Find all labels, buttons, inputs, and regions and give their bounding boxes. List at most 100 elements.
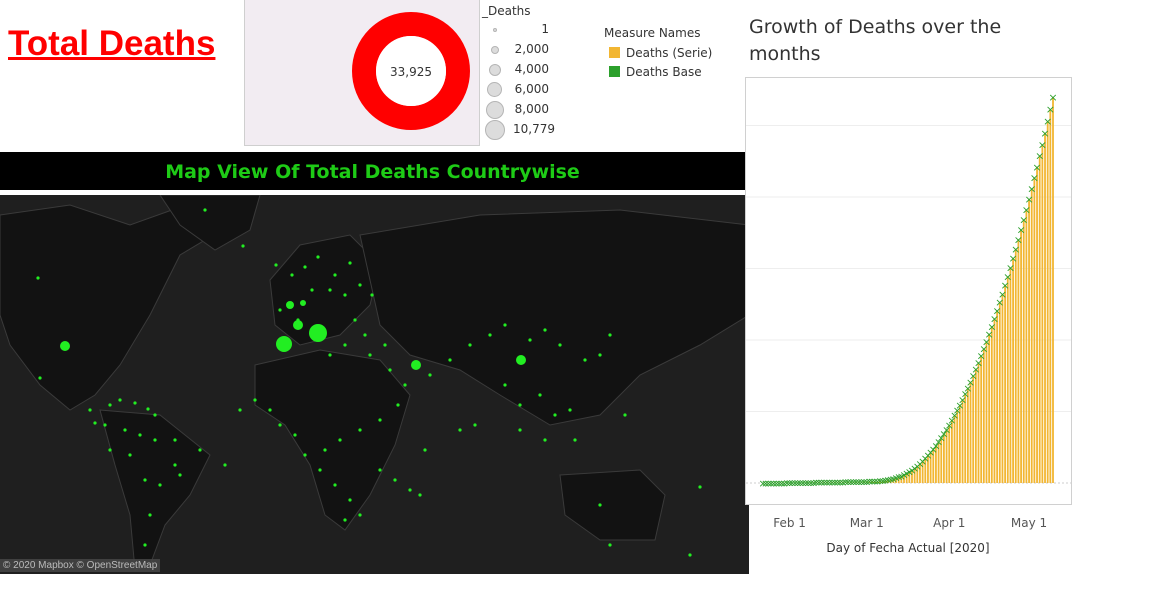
chart-point-marker[interactable]: × (985, 328, 994, 341)
chart-point-marker[interactable]: × (945, 419, 954, 432)
country-marker[interactable] (323, 448, 327, 452)
chart-bar[interactable] (998, 302, 1001, 483)
country-marker[interactable] (370, 293, 374, 297)
chart-point-marker[interactable]: × (817, 476, 826, 489)
chart-bar[interactable] (974, 369, 977, 483)
chart-point-marker[interactable]: × (878, 474, 887, 487)
country-marker[interactable] (328, 288, 332, 292)
chart-bar[interactable] (868, 481, 871, 483)
chart-point-marker[interactable]: × (1019, 214, 1028, 227)
world-map[interactable]: © 2020 Mapbox © OpenStreetMap (0, 195, 749, 574)
chart-bar[interactable] (921, 460, 924, 483)
country-marker[interactable] (343, 518, 347, 522)
chart-point-marker[interactable]: × (931, 439, 940, 452)
chart-point-marker[interactable]: × (921, 452, 930, 465)
chart-bar[interactable] (855, 481, 858, 483)
chart-point-marker[interactable]: × (828, 476, 837, 489)
chart-bar[interactable] (958, 404, 961, 483)
chart-bar[interactable] (953, 415, 956, 483)
chart-bar[interactable] (833, 481, 836, 483)
chart-bar[interactable] (1006, 276, 1009, 483)
chart-point-marker[interactable]: × (1006, 261, 1015, 274)
country-marker[interactable] (598, 353, 602, 357)
chart-point-marker[interactable]: × (1035, 150, 1044, 163)
chart-point-marker[interactable]: × (894, 471, 903, 484)
chart-point-marker[interactable]: × (987, 320, 996, 333)
chart-point-marker[interactable]: × (905, 466, 914, 479)
country-marker[interactable] (403, 383, 407, 387)
chart-bar[interactable] (943, 433, 945, 483)
chart-point-marker[interactable]: × (958, 393, 967, 406)
country-marker[interactable] (503, 323, 507, 327)
chart-bar[interactable] (956, 410, 959, 483)
chart-point-marker[interactable]: × (1003, 270, 1012, 283)
chart-bar[interactable] (863, 481, 866, 483)
chart-point-marker[interactable]: × (1048, 91, 1057, 104)
country-marker[interactable] (128, 453, 132, 457)
country-marker[interactable] (333, 483, 337, 487)
chart-point-marker[interactable]: × (875, 475, 884, 488)
chart-bar[interactable] (945, 429, 948, 483)
chart-bar[interactable] (881, 480, 884, 483)
chart-bar[interactable] (820, 482, 823, 483)
chart-bar[interactable] (841, 481, 844, 483)
chart-point-marker[interactable]: × (870, 475, 879, 488)
chart-bar[interactable] (1001, 293, 1004, 483)
country-marker[interactable] (528, 338, 532, 342)
country-marker[interactable] (388, 368, 392, 372)
country-marker[interactable] (418, 493, 422, 497)
country-marker[interactable] (153, 438, 157, 442)
country-marker[interactable] (623, 413, 627, 417)
chart-bar[interactable] (879, 480, 881, 483)
chart-bar[interactable] (839, 481, 842, 483)
chart-bar[interactable] (1033, 177, 1036, 484)
country-marker[interactable] (203, 208, 207, 212)
chart-bar[interactable] (932, 448, 935, 483)
chart-bar[interactable] (1014, 248, 1017, 483)
chart-bar[interactable] (1041, 144, 1044, 483)
country-marker[interactable] (408, 488, 412, 492)
country-marker[interactable] (133, 401, 137, 405)
country-marker[interactable] (518, 403, 522, 407)
chart-point-marker[interactable]: × (918, 455, 927, 468)
chart-point-marker[interactable]: × (859, 475, 868, 488)
country-marker[interactable] (276, 336, 292, 352)
country-marker[interactable] (178, 473, 182, 477)
chart-point-marker[interactable]: × (857, 475, 866, 488)
chart-bar[interactable] (828, 481, 831, 483)
chart-bar[interactable] (809, 482, 812, 483)
chart-point-marker[interactable]: × (1014, 233, 1023, 246)
country-marker[interactable] (153, 413, 157, 417)
country-marker[interactable] (316, 255, 320, 259)
chart-point-marker[interactable]: × (1022, 203, 1031, 216)
country-marker[interactable] (290, 273, 294, 277)
chart-point-marker[interactable]: × (1016, 224, 1025, 237)
country-marker[interactable] (358, 513, 362, 517)
chart-bar[interactable] (969, 381, 972, 483)
country-marker[interactable] (60, 341, 70, 351)
growth-chart[interactable]: × × × × × × × × × × × × × × × × × × × × × × × × × × × × × × × × × × × × × × × ×… (745, 77, 1072, 562)
chart-bar[interactable] (860, 481, 863, 483)
country-marker[interactable] (353, 318, 357, 322)
chart-point-marker[interactable]: × (790, 477, 799, 490)
chart-point-marker[interactable]: × (998, 288, 1007, 301)
chart-bar[interactable] (1046, 121, 1049, 483)
country-marker[interactable] (318, 468, 322, 472)
chart-bar[interactable] (1028, 199, 1030, 483)
chart-bar[interactable] (825, 482, 828, 483)
chart-bar[interactable] (1038, 155, 1041, 483)
chart-point-marker[interactable]: × (798, 476, 807, 489)
chart-point-marker[interactable]: × (974, 356, 983, 369)
country-marker[interactable] (473, 423, 477, 427)
chart-point-marker[interactable]: × (929, 443, 938, 456)
chart-point-marker[interactable]: × (990, 312, 999, 325)
country-marker[interactable] (293, 320, 303, 330)
chart-bar[interactable] (990, 326, 993, 483)
chart-point-marker[interactable]: × (833, 476, 842, 489)
chart-point-marker[interactable]: × (838, 476, 847, 489)
chart-point-marker[interactable]: × (785, 477, 794, 490)
chart-point-marker[interactable]: × (777, 477, 786, 490)
chart-bar[interactable] (831, 481, 834, 483)
country-marker[interactable] (103, 423, 107, 427)
chart-point-marker[interactable]: × (993, 304, 1002, 317)
